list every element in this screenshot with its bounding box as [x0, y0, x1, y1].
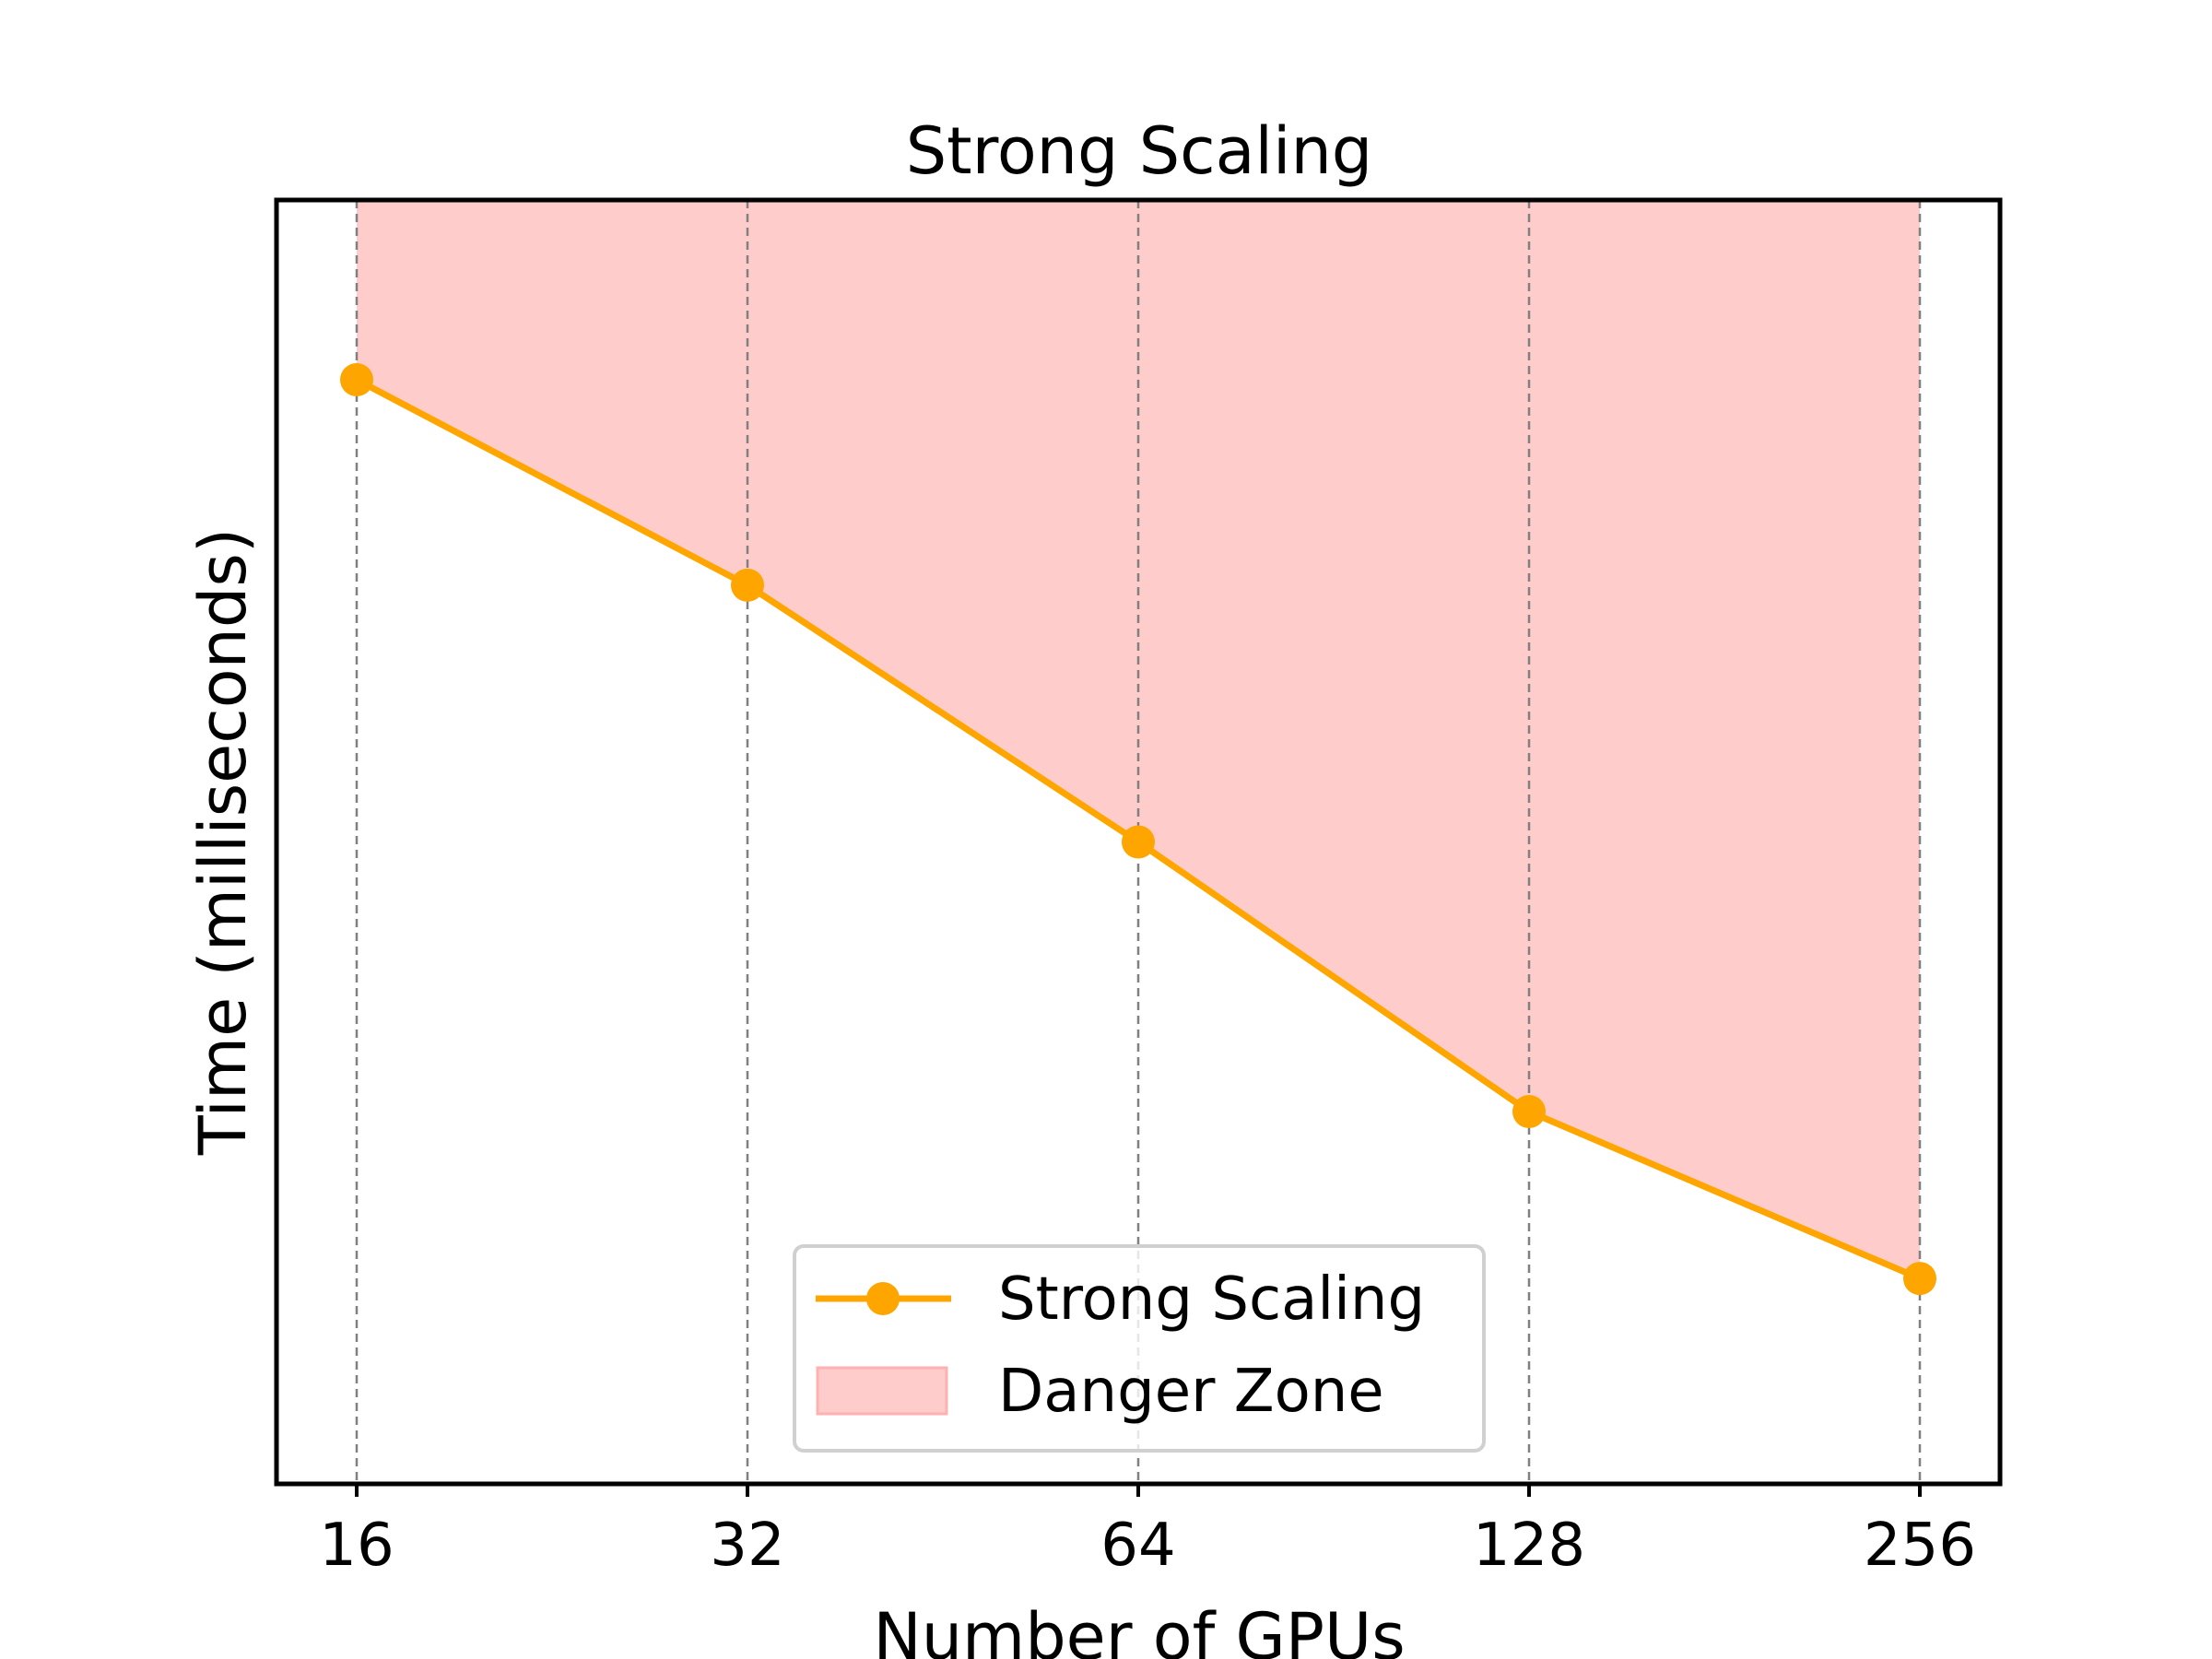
legend-marker-swatch	[866, 1282, 900, 1315]
x-tick-label-32: 32	[710, 1512, 784, 1580]
data-point-256	[1903, 1262, 1936, 1296]
legend-label-strong-scaling: Strong Scaling	[998, 1265, 1425, 1334]
x-axis-ticks: 16 32 64 128 256	[319, 1484, 1976, 1580]
x-axis-label: Number of GPUs	[873, 1599, 1405, 1659]
plot-area	[340, 200, 1936, 1484]
legend: Strong Scaling Danger Zone	[793, 1244, 1486, 1453]
data-point-32	[731, 568, 764, 602]
legend-frame	[793, 1244, 1486, 1453]
data-point-64	[1122, 825, 1155, 859]
x-tick-label-128: 128	[1473, 1512, 1585, 1580]
legend-fill-swatch	[816, 1366, 948, 1416]
chart-title: Strong Scaling	[906, 113, 1373, 189]
x-tick-label-64: 64	[1100, 1512, 1175, 1580]
data-point-128	[1512, 1095, 1546, 1129]
legend-label-danger-zone: Danger Zone	[998, 1358, 1384, 1426]
x-tick-label-16: 16	[319, 1512, 394, 1580]
x-tick-label-256: 256	[1864, 1512, 1976, 1580]
y-axis-label: Time (milliseconds)	[185, 528, 261, 1156]
data-point-16	[340, 363, 373, 397]
